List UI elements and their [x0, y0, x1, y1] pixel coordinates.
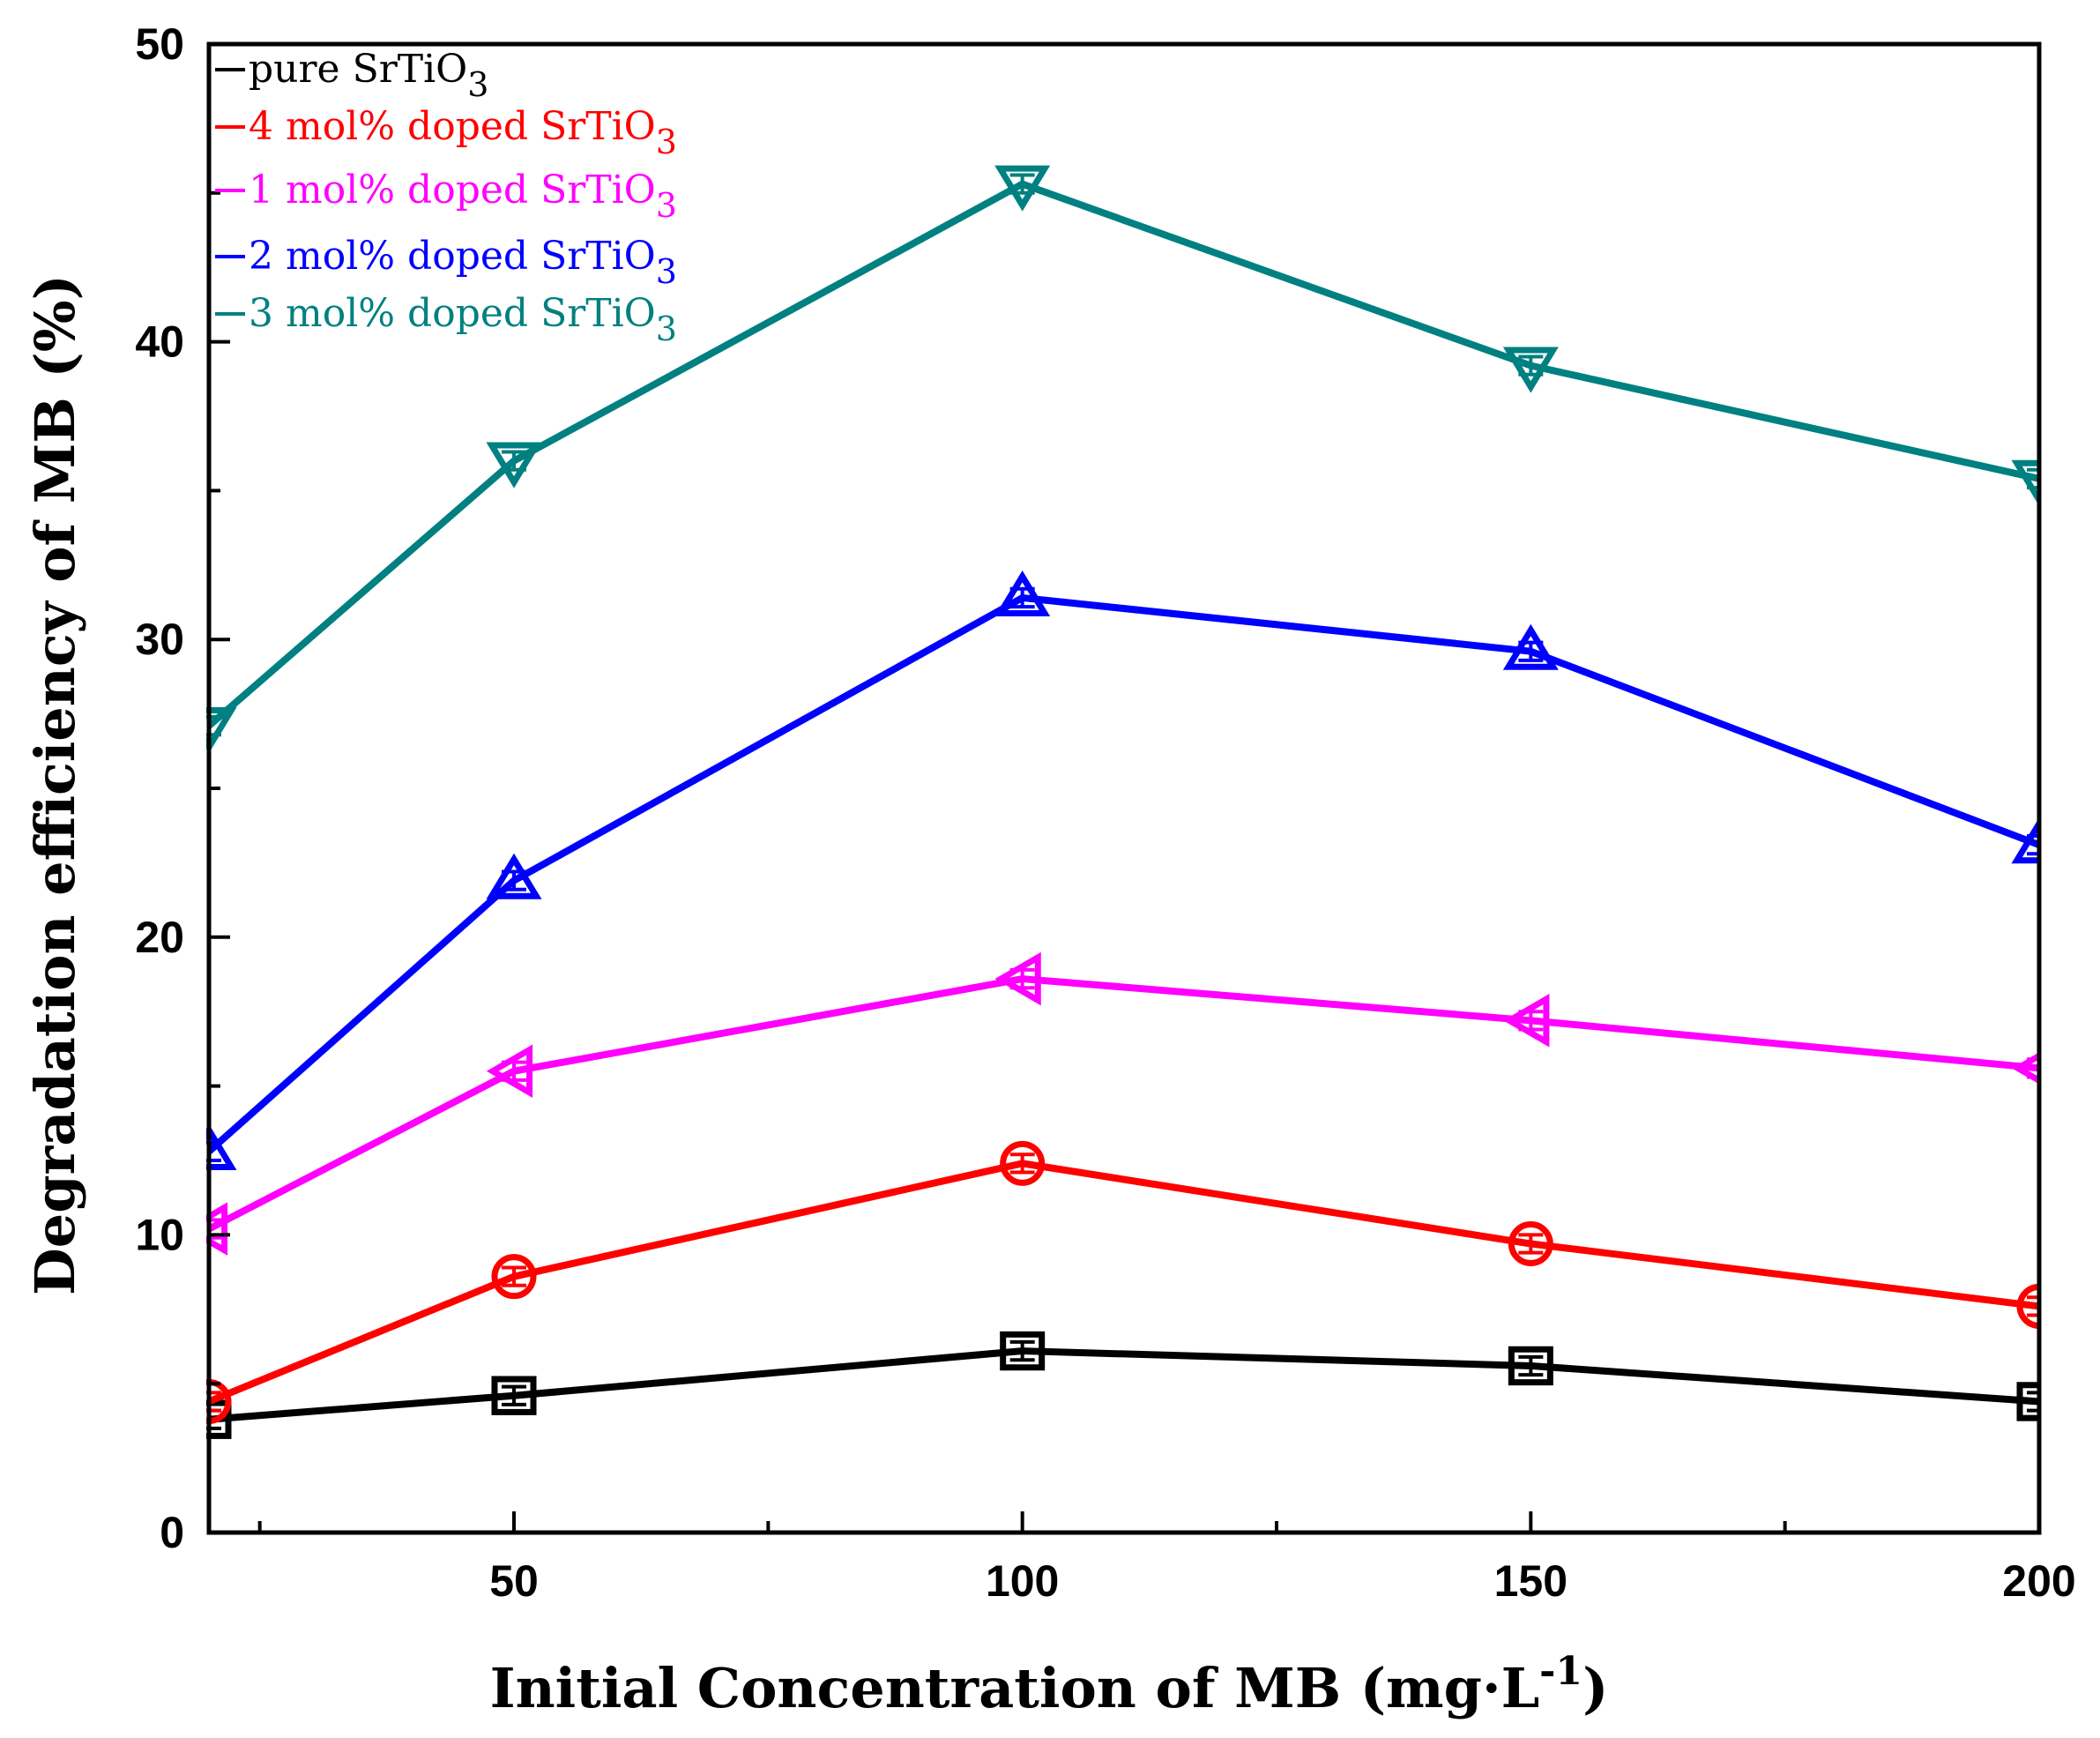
- series-0: [206, 1331, 2040, 1439]
- x-axis-title-close: ): [1582, 1656, 1608, 1720]
- data-point: [486, 1044, 533, 1098]
- data-point: [1508, 1221, 1553, 1267]
- y-tick-label: 30: [135, 615, 184, 664]
- legend-entry-subscript: 3: [656, 186, 677, 225]
- y-tick-label: 40: [135, 317, 184, 367]
- legend-entry-subscript: 3: [656, 123, 677, 161]
- series-line: [207, 975, 2040, 1233]
- series-3: [206, 570, 2040, 1170]
- data-point: [206, 1202, 228, 1256]
- data-point: [994, 570, 1051, 617]
- data-point: [491, 1254, 537, 1300]
- ticks-layer: 50 100 150 200 0 10 20 30 40 50: [135, 19, 2075, 1606]
- series-2: [206, 951, 2040, 1256]
- data-point: [1502, 623, 1559, 670]
- series-line: [206, 593, 2040, 1154]
- legend-entry-subscript: 3: [656, 252, 677, 291]
- x-axis-title-main: Initial Concentration of MB (mg·L: [490, 1656, 1540, 1720]
- series-1: [206, 1140, 2040, 1424]
- data-point: [1508, 1346, 1553, 1386]
- series-line: [207, 1160, 2040, 1406]
- legend-entry-label: 1 mol% doped SrTiO: [249, 168, 656, 213]
- data-point: [1503, 994, 1550, 1048]
- legend-entry: pure SrTiO3: [249, 47, 488, 104]
- legend-entry-subscript: 3: [467, 65, 488, 104]
- x-axis-title: Initial Concentration of MB (mg·L-1): [490, 1649, 1609, 1720]
- legend-entry: 3 mol% doped SrTiO3: [249, 291, 677, 348]
- data-point: [2011, 1051, 2040, 1085]
- legend-entry: 4 mol% doped SrTiO3: [249, 104, 677, 161]
- x-tick-label: 50: [489, 1556, 539, 1606]
- legend-entry-subscript: 3: [656, 310, 677, 348]
- legend-entry-label: 3 mol% doped SrTiO: [249, 291, 656, 336]
- data-point: [1000, 1140, 1046, 1186]
- x-axis-title-superscript: -1: [1539, 1649, 1582, 1694]
- data-point: [486, 853, 542, 899]
- data-point: [994, 165, 1051, 212]
- data-point: [491, 1376, 537, 1415]
- legend-entry-label: pure SrTiO: [249, 47, 467, 92]
- legend-entry: 2 mol% doped SrTiO3: [249, 234, 677, 291]
- series-line: [208, 1347, 2040, 1423]
- y-tick-label: 0: [160, 1508, 184, 1557]
- series-layer: [206, 165, 2040, 1439]
- legend-entry-label: 4 mol% doped SrTiO: [249, 104, 656, 149]
- y-tick-label: 20: [135, 913, 184, 962]
- data-point: [1000, 1331, 1046, 1371]
- legend-entry: 1 mol% doped SrTiO3: [249, 168, 677, 225]
- y-axis-title: Degradation efficiency of MB (%): [23, 274, 87, 1295]
- data-point: [1502, 347, 1559, 393]
- legend-entry-label: 2 mol% doped SrTiO: [249, 234, 656, 279]
- x-tick-label: 150: [1494, 1556, 1568, 1606]
- y-tick-label: 10: [135, 1210, 184, 1259]
- x-tick-label: 100: [986, 1556, 1059, 1606]
- data-point: [486, 442, 542, 489]
- x-tick-label: 200: [2002, 1556, 2075, 1606]
- y-tick-label: 50: [135, 19, 184, 69]
- data-point: [994, 951, 1041, 1006]
